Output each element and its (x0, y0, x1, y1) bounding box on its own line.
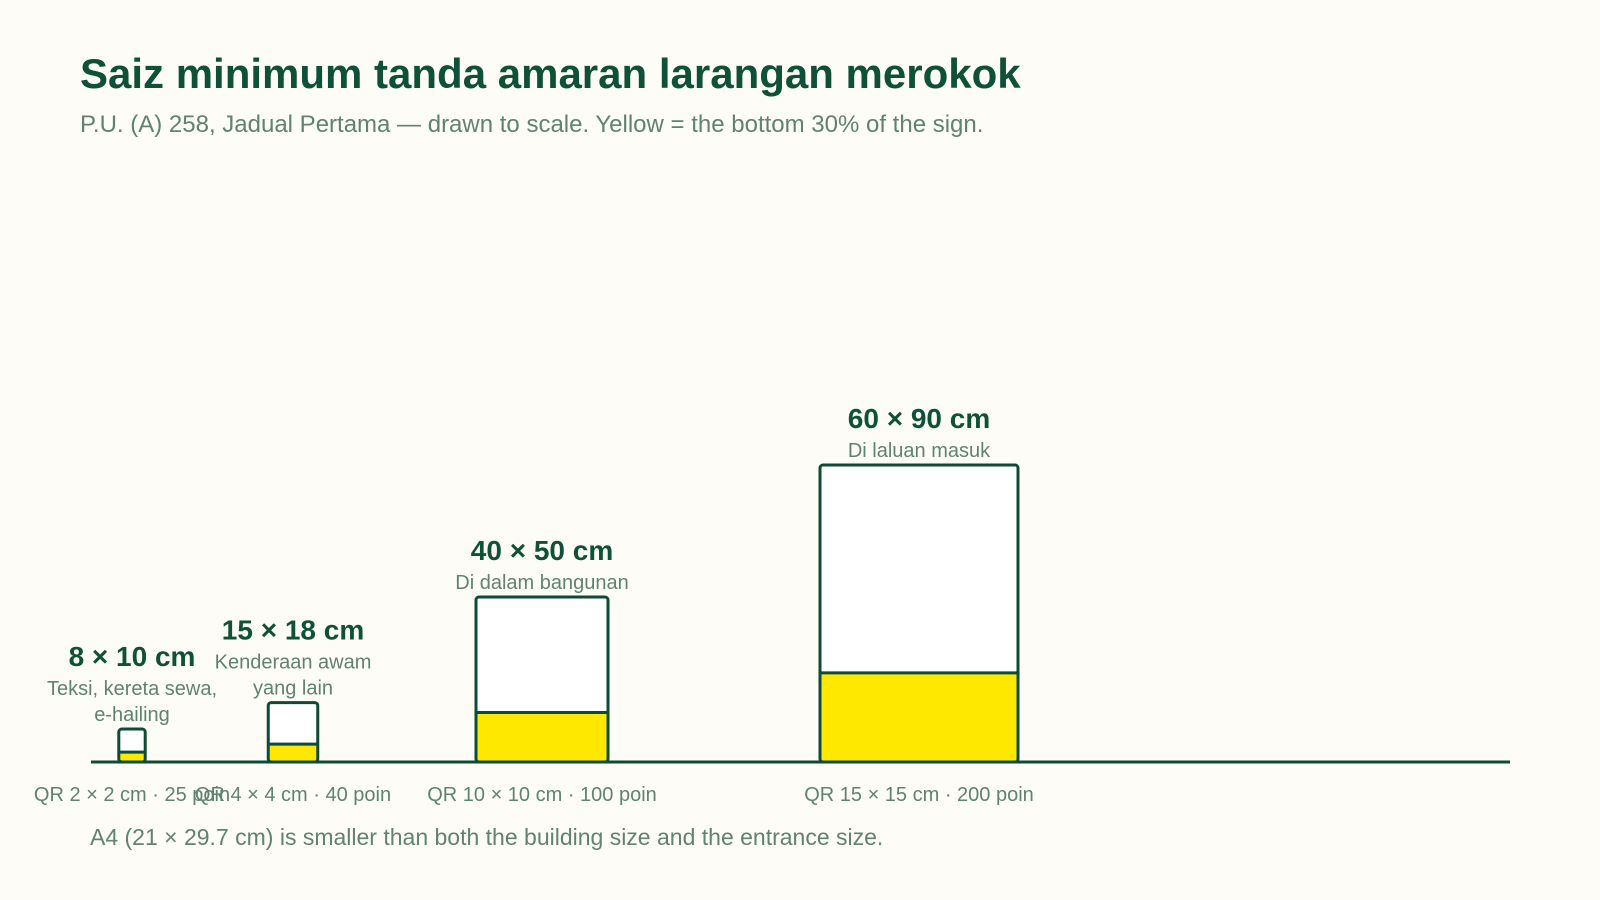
warning-band (476, 712, 608, 762)
qr-label: QR 15 × 15 cm · 200 poin (804, 784, 1034, 806)
dimension-label: 60 × 90 cm (848, 403, 990, 434)
signs-group: Teksi, kereta sewa, e-hailing 8 × 10 cm QR … (34, 403, 1034, 806)
qr-label: QR 4 × 4 cm · 40 poin (195, 784, 391, 806)
dimension-label: 8 × 10 cm (69, 641, 196, 672)
warning-band (268, 744, 318, 762)
warning-band (118, 752, 146, 762)
dimension-label: 40 × 50 cm (471, 535, 613, 566)
usage-label: yang lain (253, 678, 333, 700)
qr-label: QR 10 × 10 cm · 100 poin (427, 784, 657, 806)
footnote: A4 (21 × 29.7 cm) is smaller than both t… (90, 824, 884, 850)
usage-label: Teksi, kereta sewa, (47, 678, 217, 700)
qr-label: QR 2 × 2 cm · 25 poin (34, 784, 230, 806)
usage-label: Di laluan masuk (848, 440, 991, 462)
usage-label: Di dalam bangunan (455, 572, 628, 594)
chart-title: Saiz minimum tanda amaran larangan merok… (80, 50, 1021, 97)
warning-band (820, 672, 1018, 762)
usage-label: e-hailing (94, 704, 170, 726)
usage-label: Kenderaan awam (215, 652, 372, 674)
dimension-label: 15 × 18 cm (222, 615, 364, 646)
chart-subtitle: P.U. (A) 258, Jadual Pertama — drawn to … (80, 111, 984, 138)
